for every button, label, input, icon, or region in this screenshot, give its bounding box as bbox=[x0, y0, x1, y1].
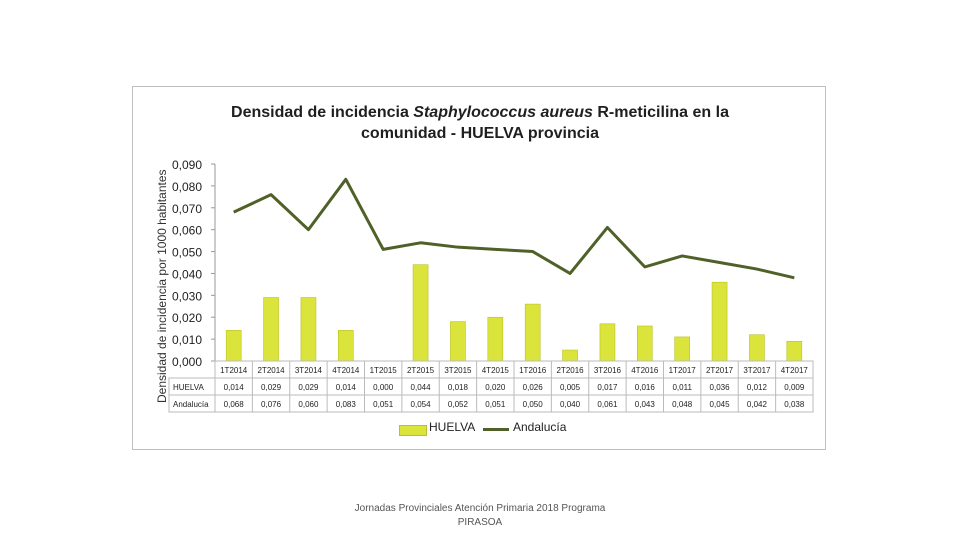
table-cell-huelva: 0,012 bbox=[747, 383, 768, 392]
table-cell-andalucia: 0,051 bbox=[373, 400, 394, 409]
bar-huelva-3T2014 bbox=[300, 297, 317, 362]
line-andalucia bbox=[233, 177, 795, 280]
table-cell-andalucia: 0,076 bbox=[261, 400, 282, 409]
table-cell-huelva: 0,014 bbox=[336, 383, 357, 392]
table-cell-huelva: 0,018 bbox=[448, 383, 469, 392]
bar-huelva-2T2016 bbox=[562, 349, 578, 362]
y-tick-label: 0,020 bbox=[172, 311, 202, 325]
table-cell-huelva: 0,011 bbox=[672, 383, 692, 392]
x-tick-label: 1T2017 bbox=[669, 366, 697, 375]
table-cell-andalucia: 0,050 bbox=[523, 400, 544, 409]
footer-text: Jornadas Provinciales Atención Primaria … bbox=[330, 502, 630, 530]
table-cell-huelva: 0,000 bbox=[373, 383, 394, 392]
x-tick-label: 2T2014 bbox=[257, 366, 285, 375]
legend-swatch-huelva bbox=[399, 425, 427, 436]
bar-huelva-3T2017 bbox=[749, 334, 765, 362]
y-tick-label: 0,000 bbox=[172, 355, 202, 369]
legend-swatch-andalucia bbox=[483, 428, 509, 431]
y-tick-label: 0,050 bbox=[172, 246, 202, 260]
chart-plot: 0,090 0,080 0,070 0,060 0,050 0,040 0,030 0,020… bbox=[168, 158, 814, 413]
bar-huelva-4T2014 bbox=[338, 330, 354, 362]
x-tick-label: 1T2015 bbox=[370, 366, 398, 375]
table-cell-andalucia: 0,061 bbox=[597, 400, 618, 409]
table-row-label-huelva: HUELVA bbox=[173, 383, 204, 392]
x-tick-label: 1T2014 bbox=[220, 366, 248, 375]
table-row-label-andalucia: Andalucía bbox=[173, 400, 209, 409]
y-tick-label: 0,030 bbox=[172, 289, 202, 303]
table-cell-huelva: 0,029 bbox=[261, 383, 282, 392]
legend-label-andalucia: Andalucía bbox=[513, 420, 567, 434]
table-cell-andalucia: 0,045 bbox=[710, 400, 731, 409]
x-tick-label: 4T2016 bbox=[631, 366, 659, 375]
bar-huelva-4T2016 bbox=[637, 325, 653, 362]
table-cell-andalucia: 0,060 bbox=[298, 400, 319, 409]
table-cell-andalucia: 0,048 bbox=[672, 400, 693, 409]
x-tick-label: 3T2016 bbox=[594, 366, 622, 375]
table-cell-huelva: 0,005 bbox=[560, 383, 581, 392]
table-cell-andalucia: 0,042 bbox=[747, 400, 768, 409]
y-tick-label: 0,070 bbox=[172, 202, 202, 216]
bar-huelva-3T2016 bbox=[599, 323, 616, 362]
y-tick-label: 0,010 bbox=[172, 333, 202, 347]
table-cell-andalucia: 0,083 bbox=[336, 400, 357, 409]
footer-line1: Jornadas Provinciales Atención Primaria … bbox=[354, 503, 606, 514]
table-cell-andalucia: 0,043 bbox=[635, 400, 656, 409]
table-cell-huelva: 0,029 bbox=[298, 383, 319, 392]
x-tick-label: 4T2014 bbox=[332, 366, 360, 375]
x-tick-label: 2T2017 bbox=[706, 366, 734, 375]
bar-huelva-2T2017 bbox=[711, 281, 728, 362]
x-tick-label: 4T2017 bbox=[781, 366, 809, 375]
bar-huelva-1T2014 bbox=[225, 330, 242, 362]
table-cell-andalucia: 0,038 bbox=[784, 400, 805, 409]
bar-huelva-1T2016 bbox=[524, 303, 541, 362]
bar-huelva-2T2015 bbox=[412, 264, 429, 362]
y-tick-label: 0,080 bbox=[172, 180, 202, 194]
table-cell-huelva: 0,014 bbox=[224, 383, 245, 392]
y-tick-label: 0,060 bbox=[172, 224, 202, 238]
x-tick-label: 4T2015 bbox=[482, 366, 510, 375]
table-cell-huelva: 0,020 bbox=[485, 383, 506, 392]
table-cell-huelva: 0,009 bbox=[784, 383, 805, 392]
chart-title-line1: Densidad de incidencia Staphylococcus au… bbox=[231, 104, 729, 121]
table-cell-andalucia: 0,040 bbox=[560, 400, 581, 409]
table-cell-andalucia: 0,068 bbox=[224, 400, 245, 409]
x-tick-label: 3T2014 bbox=[295, 366, 323, 375]
table-cell-andalucia: 0,051 bbox=[485, 400, 506, 409]
footer-line2: PIRASOA bbox=[457, 517, 503, 528]
bar-huelva-2T2014 bbox=[263, 297, 279, 362]
legend-label-huelva: HUELVA bbox=[429, 420, 476, 434]
y-tick-label: 0,040 bbox=[172, 267, 202, 281]
x-tick-label: 3T2017 bbox=[743, 366, 771, 375]
bar-huelva-1T2017 bbox=[674, 336, 690, 362]
x-tick-label: 2T2016 bbox=[556, 366, 584, 375]
table-cell-huelva: 0,044 bbox=[411, 383, 432, 392]
table-cell-huelva: 0,026 bbox=[523, 383, 544, 392]
table-cell-huelva: 0,036 bbox=[710, 383, 731, 392]
table-cell-huelva: 0,016 bbox=[635, 383, 656, 392]
bar-huelva-4T2017 bbox=[786, 341, 803, 362]
bar-huelva-3T2015 bbox=[450, 321, 466, 362]
x-tick-label: 2T2015 bbox=[407, 366, 435, 375]
table-cell-andalucia: 0,052 bbox=[448, 400, 469, 409]
bar-huelva-4T2015 bbox=[487, 316, 504, 362]
chart-frame: Densidad de incidencia Staphylococcus au… bbox=[132, 86, 826, 450]
y-tick-label: 0,090 bbox=[172, 158, 202, 172]
x-tick-label: 1T2016 bbox=[519, 366, 547, 375]
x-tick-label: 3T2015 bbox=[444, 366, 472, 375]
chart-title-line2: comunidad - HUELVA provincia bbox=[361, 125, 599, 142]
table-cell-andalucia: 0,054 bbox=[411, 400, 432, 409]
table-cell-huelva: 0,017 bbox=[597, 383, 618, 392]
